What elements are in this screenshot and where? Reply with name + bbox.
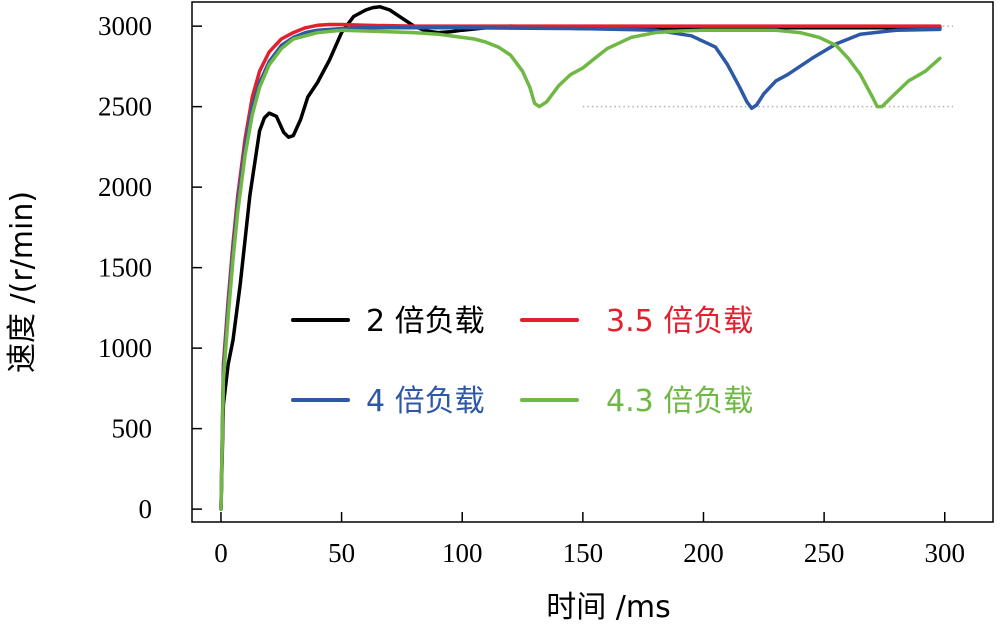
y-tick-label: 0 (139, 494, 153, 524)
series-layer (219, 5, 942, 511)
legend-label-3: 4 倍负载 (366, 384, 485, 419)
legend-label-1: 2 倍负载 (366, 304, 485, 339)
x-tick-label: 300 (924, 538, 965, 568)
legend-label-2: 3.5 倍负载 (606, 304, 753, 339)
series-line-1 (219, 5, 942, 511)
x-tick-label: 200 (683, 538, 724, 568)
y-tick-label: 3000 (98, 11, 152, 41)
series-line-2 (219, 22, 942, 511)
x-tick-label: 150 (563, 538, 604, 568)
x-tick-label: 100 (442, 538, 483, 568)
y-tick-label: 500 (112, 414, 153, 444)
series-line-3 (219, 26, 942, 511)
y-tick-label: 1500 (98, 253, 152, 283)
y-tick-label: 2000 (98, 172, 152, 202)
y-tick-label: 2500 (98, 92, 152, 122)
x-axis-title: 时间 /ms (546, 590, 671, 625)
legend-label-4: 4.3 倍负载 (606, 384, 753, 419)
x-tick-label: 250 (804, 538, 845, 568)
series-line-4 (219, 28, 942, 511)
x-tick-label: 0 (214, 538, 228, 568)
ticks: 0 50 100 150 200 250 3000500100015002000250030… (98, 11, 965, 568)
plot-frame (191, 1, 994, 523)
x-tick-label: 50 (328, 538, 355, 568)
reference-lines (582, 25, 953, 108)
legend: 2 倍负载 3.5 倍负载 4 倍负载 4.3 倍负载 (291, 304, 753, 419)
y-tick-label: 1000 (98, 333, 152, 363)
y-axis-title: 速度 /(r/min) (5, 191, 40, 373)
